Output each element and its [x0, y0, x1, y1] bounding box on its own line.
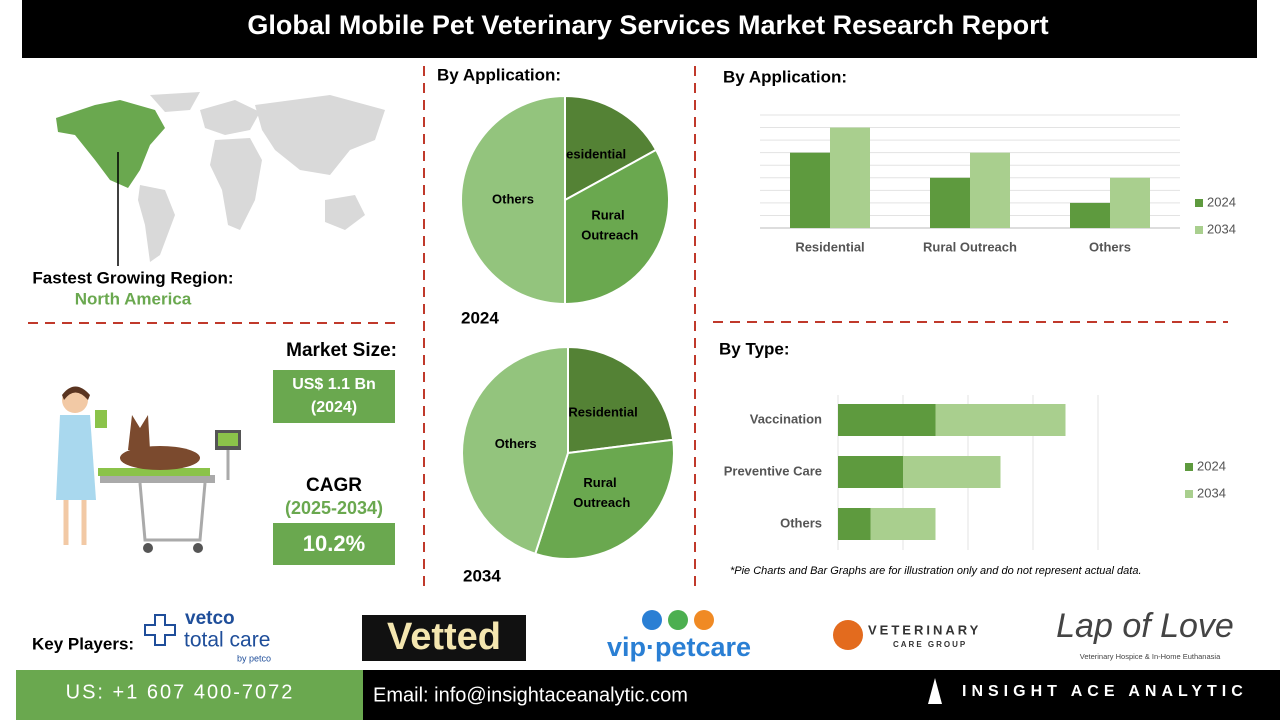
bar-segment — [870, 508, 936, 540]
brand-icon — [928, 678, 942, 704]
logo-vip: vip·petcare — [607, 610, 751, 662]
legend-label: 2034 — [1197, 485, 1226, 500]
pie-slice — [460, 94, 566, 306]
y-tick-label: Preventive Care — [724, 463, 822, 478]
legend-label: 2024 — [1207, 194, 1236, 209]
pie-year: 2024 — [461, 308, 499, 327]
slice-label: Residential — [568, 405, 637, 420]
bar — [830, 127, 870, 228]
key-players-label: Key Players: — [32, 634, 134, 653]
header-bar — [22, 0, 1257, 58]
bar — [970, 152, 1010, 228]
email: Email: info@insightaceanalytic.com — [373, 684, 688, 706]
legend-label: 2024 — [1197, 458, 1226, 473]
cagr-box — [273, 523, 395, 565]
chart-title: By Application: — [437, 65, 561, 84]
market-size-box — [273, 370, 395, 423]
pie-slice — [461, 345, 569, 556]
legend-swatch — [1185, 490, 1193, 498]
pie-slice — [567, 345, 675, 455]
logo-text: Vetted — [387, 616, 501, 658]
slice-label: Others — [495, 436, 537, 451]
market-size-value: US$ 1.1 Bn — [292, 376, 376, 393]
logo-vcg: VETERINARY CARE GROUP — [833, 620, 981, 650]
legend-swatch — [1185, 463, 1193, 471]
logo-text: by petco — [237, 653, 271, 663]
market-size-label: Market Size: — [286, 340, 397, 361]
cagr-value: 10.2% — [303, 531, 365, 556]
region-label: Fastest Growing Region: — [32, 268, 233, 287]
logo-text: Veterinary Hospice & In-Home Euthanasia — [1080, 652, 1221, 661]
bar — [1070, 202, 1110, 228]
y-tick-label: Others — [780, 515, 822, 530]
logo-text: vetco — [185, 608, 235, 629]
bar — [790, 152, 830, 228]
market-size-year: (2024) — [311, 399, 357, 416]
logo-vetco: vetco total care by petco — [144, 608, 271, 663]
bar-segment — [935, 404, 1066, 436]
logo-text: CARE GROUP — [893, 640, 967, 649]
brand: INSIGHT ACE ANALYTIC — [962, 683, 1248, 700]
logo-text: Lap of Love — [1056, 607, 1234, 645]
x-tick-label: Residential — [795, 239, 864, 254]
bar-segment — [903, 456, 1001, 488]
cagr-label: CAGR — [306, 475, 362, 496]
slice-label: Residential — [557, 147, 626, 162]
cagr-period: (2025-2034) — [285, 498, 383, 518]
bar-segment — [838, 508, 871, 540]
bar-segment — [838, 456, 903, 488]
bar-segment — [838, 404, 936, 436]
email-bar — [363, 670, 1280, 720]
chart-title: By Application: — [723, 67, 847, 86]
world-map — [56, 92, 385, 266]
pie-slice — [564, 94, 658, 202]
pie-slice — [533, 438, 675, 560]
legend-swatch — [1195, 226, 1203, 234]
phone: US: +1 607 400-7072 — [66, 681, 295, 703]
footnote: *Pie Charts and Bar Graphs are for illus… — [730, 565, 1142, 577]
x-tick-label: Rural Outreach — [923, 239, 1017, 254]
region-value: North America — [75, 289, 192, 308]
chart-title: By Type: — [719, 339, 790, 358]
x-tick-label: Others — [1089, 239, 1131, 254]
legend-label: 2034 — [1207, 221, 1236, 236]
bar — [1110, 177, 1150, 228]
y-tick-label: Vaccination — [750, 411, 822, 426]
logo-text: total care — [184, 629, 270, 652]
logo-vetted-bg — [362, 615, 526, 661]
page-title: Global Mobile Pet Veterinary Services Ma… — [247, 10, 1048, 40]
slice-label: Rural Outreach — [573, 475, 630, 510]
logo-text: VETERINARY — [868, 622, 981, 637]
slice-label: Rural Outreach — [581, 208, 638, 243]
slice-label: Others — [492, 191, 534, 206]
legend-swatch — [1195, 199, 1203, 207]
pie-year: 2034 — [463, 566, 501, 585]
vet-illustration — [56, 386, 241, 553]
phone-bar — [16, 670, 363, 720]
bar — [930, 177, 970, 228]
logo-text: vip·petcare — [607, 632, 751, 662]
pie-slice — [564, 148, 670, 306]
dividers — [28, 66, 1228, 592]
